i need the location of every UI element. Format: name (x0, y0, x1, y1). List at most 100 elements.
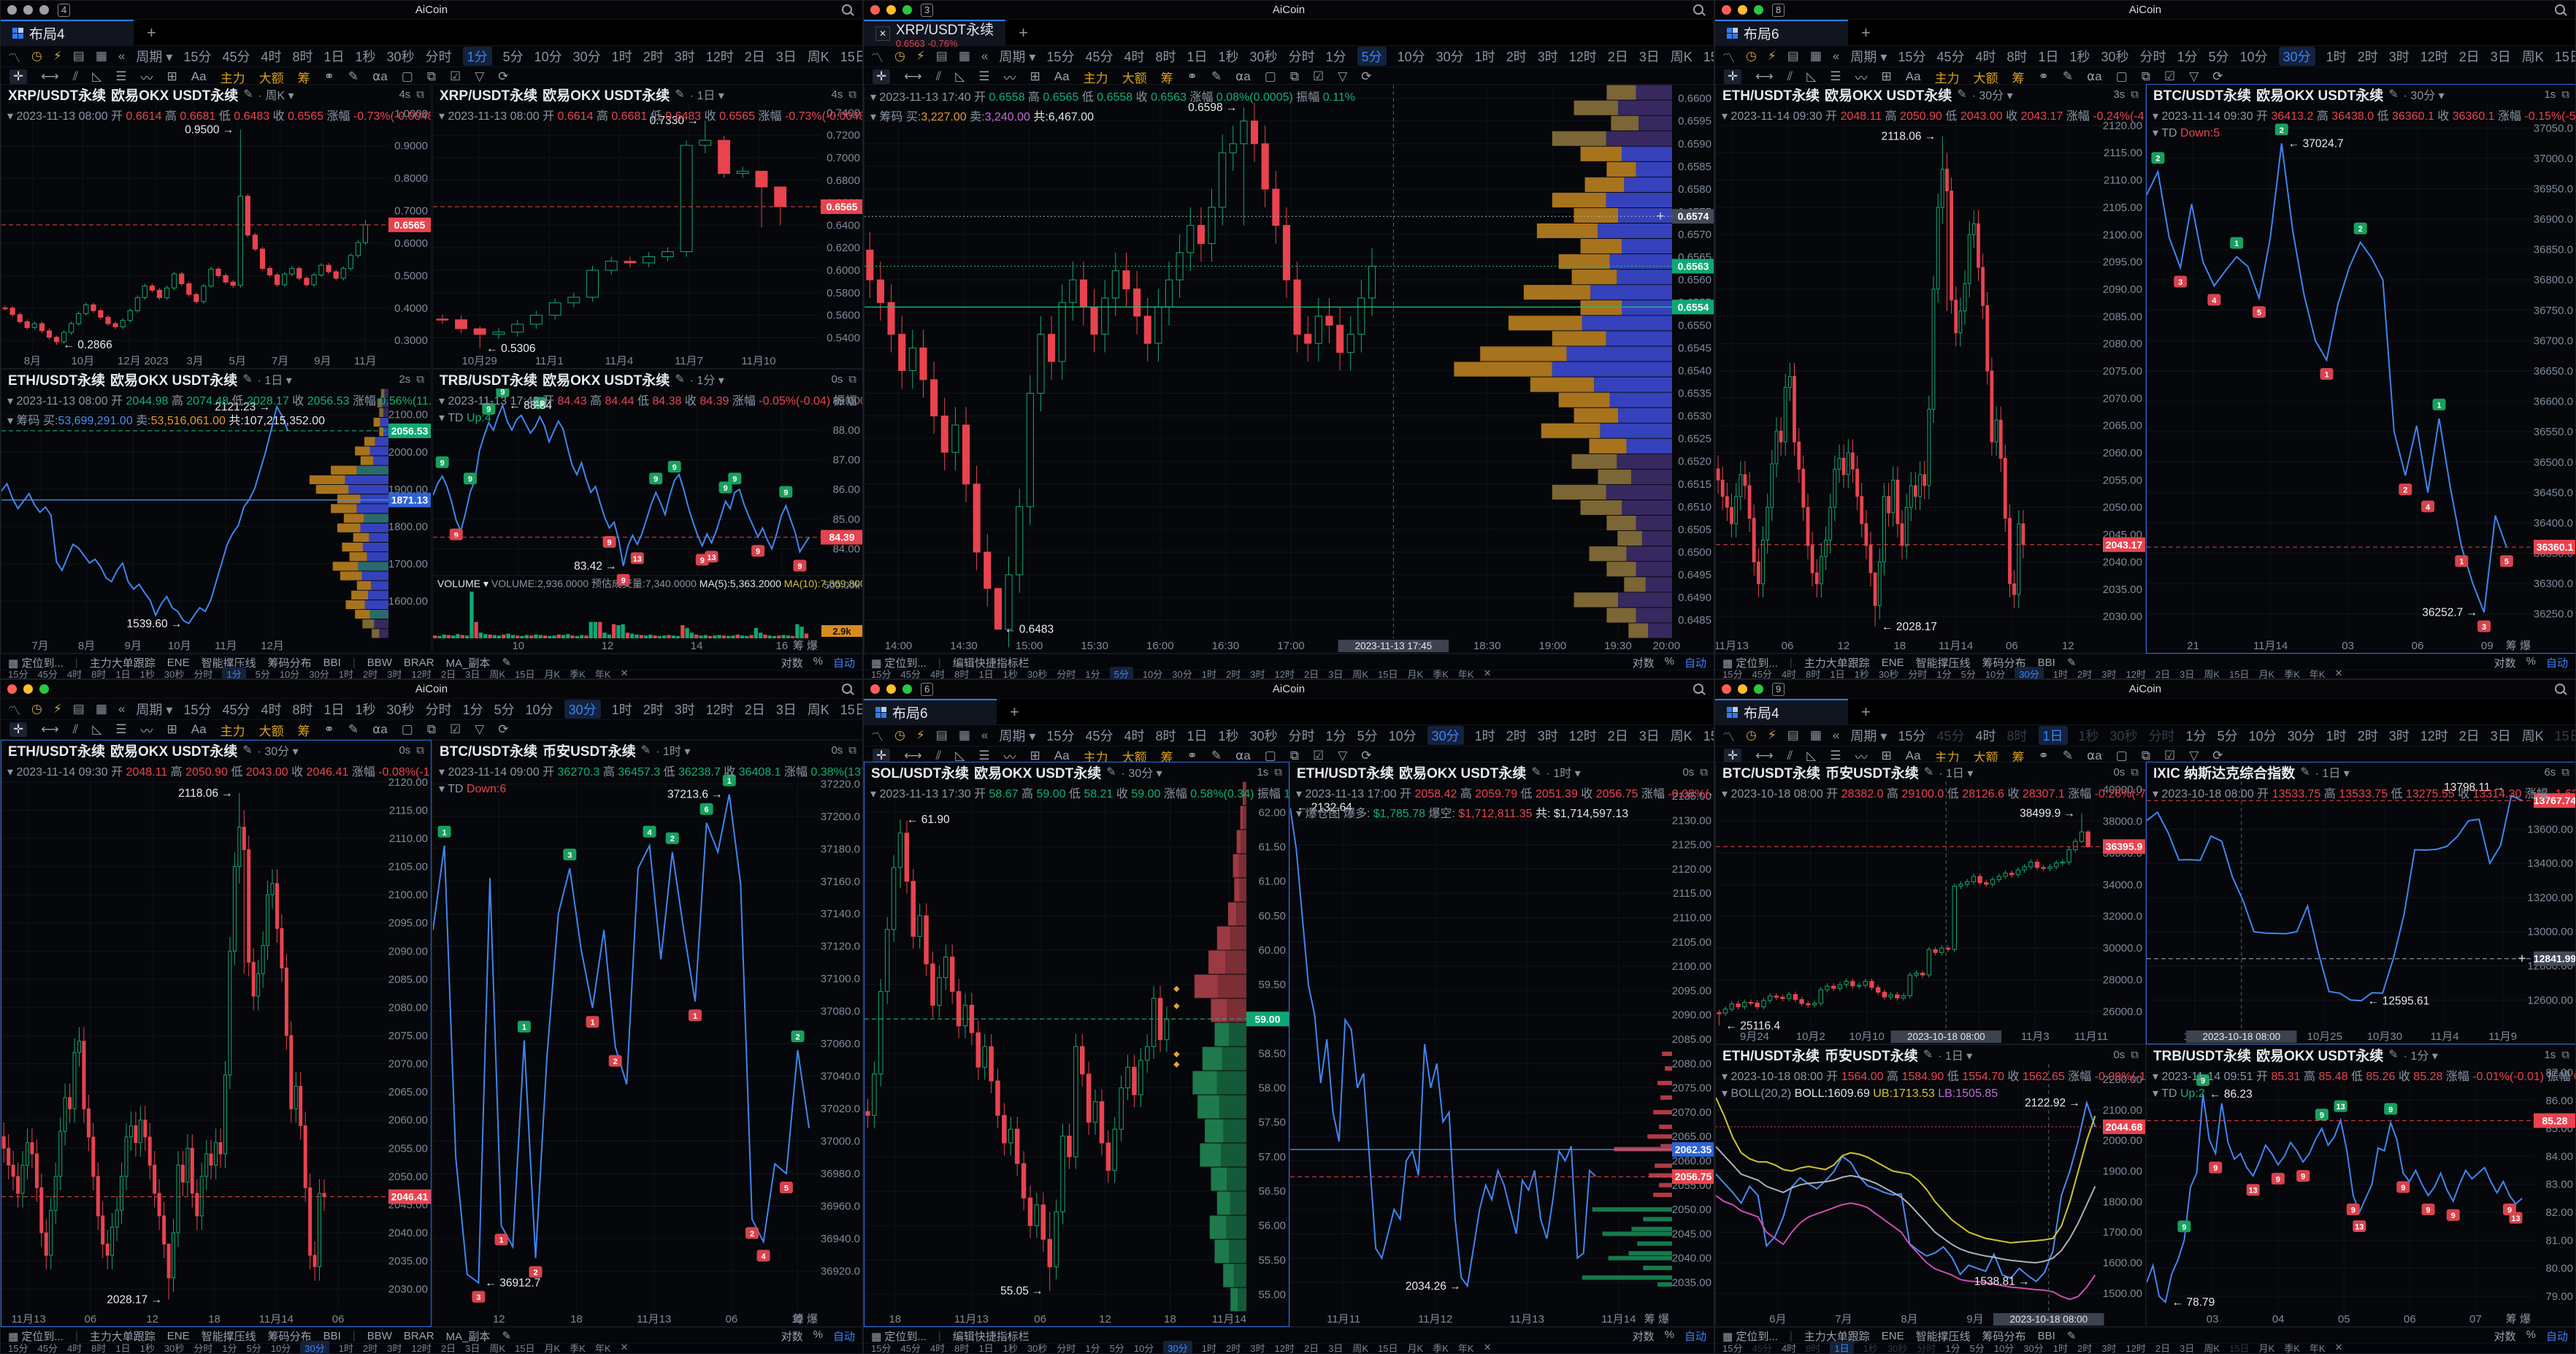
timeframe-30分[interactable]: 30分 (2287, 729, 2315, 743)
timeframe-30分[interactable]: 30分 (2278, 47, 2315, 66)
indicator-shortcut-BRAR[interactable]: BRAR (403, 1329, 434, 1342)
strip-timeframe-45分[interactable]: 45分 (37, 668, 58, 679)
timeframe-4时[interactable]: 4时 (261, 703, 282, 717)
panel-layout-icon[interactable]: ⧉ (1274, 765, 1282, 779)
zoom-button[interactable] (902, 5, 912, 15)
draw-tool-17[interactable]: ▽ (1338, 749, 1348, 762)
strip-timeframe-5分[interactable]: 5分 (1969, 1342, 1985, 1354)
strip-timeframe-1时[interactable]: 1时 (1201, 668, 1216, 679)
draw-tool-18[interactable]: ⟳ (2212, 69, 2223, 83)
draw-tool-15[interactable]: ⧉ (1289, 69, 1299, 83)
strip-timeframe-15日[interactable]: 15日 (2229, 668, 2250, 679)
strip-timeframe-8时[interactable]: 8时 (1806, 1342, 1821, 1354)
timeframe-分时[interactable]: 分时 (425, 703, 452, 717)
strip-timeframe-45分[interactable]: 45分 (1752, 668, 1772, 679)
timeframe-15分[interactable]: 15分 (1898, 729, 1926, 743)
edit-icon[interactable]: ✎ (2388, 88, 2399, 101)
draw-tool-9[interactable]: 大额 (258, 724, 284, 738)
strip-timeframe-2日[interactable]: 2日 (440, 1342, 456, 1354)
indicator-shortcut-BRAR[interactable]: BRAR (403, 656, 434, 669)
timeframe-30秒[interactable]: 30秒 (386, 703, 415, 717)
indicator-shortcut-✎[interactable]: ✎ (502, 1330, 512, 1342)
strip-timeframe-1分[interactable]: 1分 (222, 1342, 237, 1354)
rewind-icon[interactable]: « (981, 728, 989, 742)
timeframe-30分[interactable]: 30分 (564, 700, 601, 719)
draw-tool-0[interactable]: ✛ (873, 749, 891, 763)
draw-tool-3[interactable]: ◺ (92, 69, 102, 83)
log-scale-toggle[interactable]: 对数 (1632, 657, 1655, 670)
zoom-button[interactable] (39, 684, 49, 694)
chart-type-icon[interactable]: 〽 (8, 50, 20, 65)
draw-tool-12[interactable]: ✎ (1211, 749, 1222, 762)
timeframe-1秒[interactable]: 1秒 (2069, 50, 2090, 64)
panel-timeframe[interactable]: · 1日 ▾ (1939, 768, 1974, 780)
strip-timeframe-12时[interactable]: 12时 (1274, 1342, 1295, 1354)
timeframe-1分[interactable]: 1分 (2185, 729, 2207, 743)
strip-timeframe-1分[interactable]: 1分 (1945, 1342, 1960, 1354)
draw-tool-3[interactable]: ◺ (1806, 749, 1817, 762)
draw-tool-11[interactable]: ⚭ (1187, 69, 1197, 83)
strip-timeframe-15日[interactable]: 15日 (2229, 1342, 2250, 1354)
close-button[interactable] (7, 684, 17, 694)
minimize-button[interactable] (1738, 5, 1747, 15)
rewind-icon[interactable]: « (118, 49, 126, 63)
chart-panel-br-ixic-1d[interactable]: IXIC 纳斯达克综合指数 ✎ · 1日 ▾ 6s ⧉ ▾ 2023-10-18 08:0… (2146, 762, 2575, 1044)
draw-tool-12[interactable]: ✎ (348, 722, 359, 736)
draw-tool-15[interactable]: ⧉ (2141, 749, 2150, 762)
chart-type-icon[interactable]: 〽 (1722, 50, 1735, 65)
timeframe-15分[interactable]: 15分 (1046, 50, 1075, 64)
strip-timeframe-30秒[interactable]: 30秒 (1027, 1342, 1048, 1354)
timeframe-1秒[interactable]: 1秒 (355, 703, 376, 717)
timeframe-1日[interactable]: 1日 (2038, 50, 2059, 64)
draw-tool-3[interactable]: ◺ (955, 69, 965, 83)
strip-timeframe-周K[interactable]: 周K (2204, 1342, 2220, 1354)
draw-tool-7[interactable]: Aa (1054, 69, 1070, 83)
strip-timeframe-5分[interactable]: 5分 (1109, 1342, 1124, 1354)
strip-timeframe-1分[interactable]: 1分 (1085, 668, 1100, 679)
percent-scale-toggle[interactable]: % (1664, 654, 1674, 668)
draw-tool-5[interactable]: 〰 (1855, 71, 1868, 85)
draw-tool-3[interactable]: ◺ (92, 722, 102, 736)
orderbook-icon[interactable]: ▦ (95, 702, 107, 716)
edit-icon[interactable]: ✎ (242, 744, 253, 757)
flash-icon[interactable]: ⚡ (1767, 728, 1776, 742)
draw-tool-14[interactable]: ▢ (401, 722, 413, 736)
strip-timeframe-季K[interactable]: 季K (2284, 668, 2300, 679)
draw-tool-0[interactable]: ✛ (1724, 69, 1742, 84)
orderbook-icon[interactable]: ▦ (958, 49, 970, 63)
timeframe-12时[interactable]: 12时 (2420, 50, 2448, 64)
panel-layout-icon[interactable]: ⧉ (2131, 88, 2139, 101)
timeframe-1时[interactable]: 1时 (1474, 50, 1495, 64)
draw-tool-4[interactable]: ☰ (1830, 69, 1841, 83)
draw-tool-5[interactable]: 〰 (140, 724, 153, 738)
draw-tool-9[interactable]: 大额 (1122, 71, 1147, 85)
minimize-button[interactable] (1738, 684, 1747, 694)
strip-timeframe-30秒[interactable]: 30秒 (1887, 1342, 1908, 1354)
strip-timeframe-周K[interactable]: 周K (1352, 1342, 1369, 1354)
draw-tool-12[interactable]: ✎ (2062, 749, 2074, 762)
indicator-shortcut-筹码分布[interactable]: 筹码分布 (1982, 1330, 2026, 1343)
draw-tool-13[interactable]: ⍺a (1235, 69, 1251, 83)
timeframe-周K[interactable]: 周K (807, 703, 829, 717)
edit-icon[interactable]: ✎ (675, 373, 685, 386)
timeframe-2时[interactable]: 2时 (1506, 729, 1527, 743)
draw-tool-1[interactable]: ⟷ (1755, 69, 1774, 83)
panel-layout-icon[interactable]: ⧉ (2131, 765, 2139, 779)
percent-scale-toggle[interactable]: % (1664, 1328, 1674, 1341)
draw-tool-11[interactable]: ⚭ (2038, 69, 2049, 83)
timeframe-4时[interactable]: 4时 (1124, 729, 1145, 743)
log-scale-toggle[interactable]: 对数 (781, 657, 803, 670)
timeframe-周K[interactable]: 周K (807, 50, 829, 64)
draw-tool-12[interactable]: ✎ (348, 69, 359, 83)
chart-panel-tl-xrp-w[interactable]: XRP/USDT永续 欧易OKX USDT永续 ✎ · 周K ▾ 4s ⧉ ▾ 2023-1… (1, 84, 432, 369)
strip-timeframe-2时[interactable]: 2时 (2077, 1342, 2093, 1354)
panel-layout-icon[interactable]: ⧉ (416, 372, 424, 386)
draw-tool-17[interactable]: ▽ (475, 69, 485, 83)
panel-timeframe[interactable]: · 1时 ▾ (1546, 768, 1581, 780)
clock-icon[interactable]: ◷ (1746, 49, 1757, 63)
strip-timeframe-10分[interactable]: 10分 (270, 1342, 291, 1354)
draw-tool-3[interactable]: ◺ (955, 749, 965, 762)
indicator-shortcut-筹码分布[interactable]: 筹码分布 (1982, 657, 2026, 670)
chart-panel-tr-btc-30m[interactable]: BTC/USDT永续 欧易OKX USDT永续 ✎ · 30分 ▾ 1s ⧉ ▾ 2023-… (2146, 84, 2575, 654)
timeframe-1时[interactable]: 1时 (1474, 729, 1495, 743)
